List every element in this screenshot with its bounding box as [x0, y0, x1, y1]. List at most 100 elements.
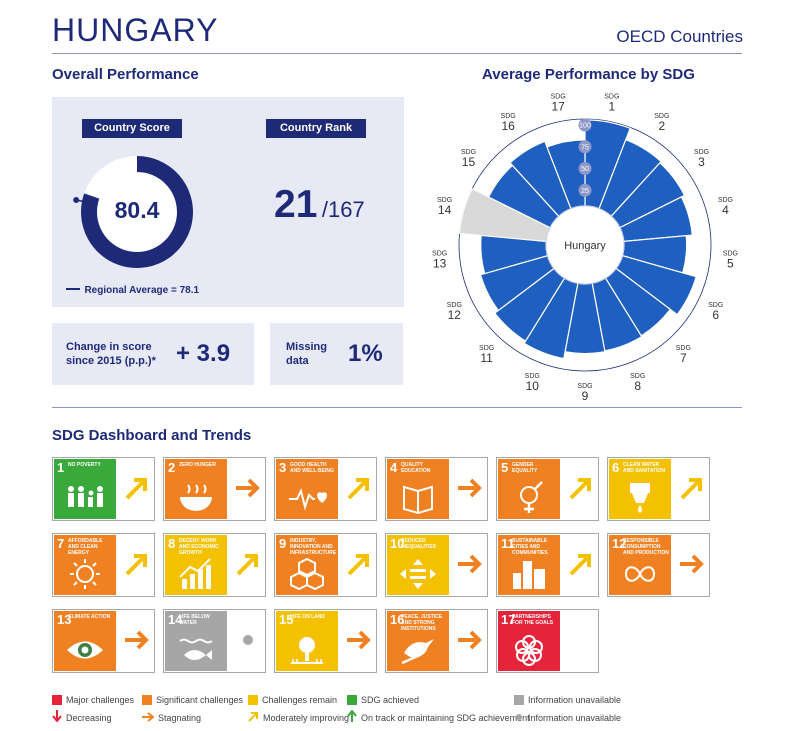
sdg-status-block: 12 Responsible consumption and production	[609, 535, 671, 595]
sdg-status-block: 11 Sustainable cities and communities	[498, 535, 560, 595]
sdg-number: 16	[390, 612, 405, 627]
sdg-tile-1[interactable]: 1 No poverty	[52, 457, 155, 521]
change-label-line1: Change in score	[66, 341, 152, 353]
heartbeat-icon	[289, 488, 327, 511]
sdg-tile-15[interactable]: 15 Life on land	[274, 609, 377, 673]
radial-scale-tick-bg	[578, 162, 592, 175]
sdg-tile-17[interactable]: 17 Partnerships for the goals	[496, 609, 599, 673]
regional-average-text: Regional Average = 78.1	[84, 285, 200, 296]
missing-value: 1%	[348, 340, 383, 367]
arrow-up-icon	[347, 709, 357, 727]
sdg-tile-9[interactable]: 9 Industry, innovation and infrastructure	[274, 533, 377, 597]
sdg-number: 3	[279, 460, 287, 475]
sdg-tile-14[interactable]: 14 Life below water	[163, 609, 266, 673]
dove-icon	[401, 639, 434, 665]
sdg-tile-6[interactable]: 6 Clean water and sanitation	[607, 457, 710, 521]
trend-stagnating-icon	[345, 626, 373, 654]
cubes-icon	[290, 557, 324, 591]
radial-label-number: 5	[727, 256, 734, 270]
radial-label-number: 16	[501, 119, 515, 133]
sdg-number: 12	[612, 536, 627, 551]
radial-label-number: 2	[659, 119, 666, 133]
sdg-tile-2[interactable]: 2 Zero hunger	[163, 457, 266, 521]
sdg-tile-11[interactable]: 11 Sustainable cities and communities	[496, 533, 599, 597]
regional-average: Regional Average = 78.1	[66, 280, 199, 298]
rank-total: /167	[321, 197, 365, 222]
legend-swatch	[142, 694, 152, 705]
radial-label-number: 11	[480, 351, 493, 365]
country-rank: 21 /167	[274, 183, 365, 227]
sdg-tile-10[interactable]: 10 Reduced inequalities	[385, 533, 488, 597]
radial-label-prefix: SDG	[654, 113, 669, 120]
radial-label-prefix: SDG	[630, 373, 645, 380]
score-panel: Country Score Country Rank 80.4 Regional…	[52, 97, 404, 307]
radial-scale-tick: 75	[581, 144, 589, 151]
change-panel: Change in score since 2015 (p.p.)* + 3.9	[52, 323, 254, 385]
fish-icon	[179, 638, 213, 660]
missing-label-line2: data	[286, 355, 309, 367]
sdg-number: 15	[279, 612, 294, 627]
city-icon	[513, 561, 545, 589]
sdg-status-block: 2 Zero hunger	[165, 459, 227, 519]
sdg-number: 14	[168, 612, 183, 627]
sdg-name: Reduced inequalities	[401, 538, 437, 550]
sdg-number: 1	[57, 460, 65, 475]
radial-label-prefix: SDG	[577, 383, 592, 390]
sdg-number: 17	[501, 612, 516, 627]
sdg-status-block: 4 Quality education	[387, 459, 449, 519]
sdg-tile-4[interactable]: 4 Quality education	[385, 457, 488, 521]
radial-label-prefix: SDG	[437, 197, 452, 204]
sdg-name: Good health and well-being	[290, 462, 334, 474]
page-title: HUNGARY	[52, 12, 219, 48]
sdg-name: Gender equality	[512, 462, 538, 474]
sdg-tile-5[interactable]: 5 Gender equality	[496, 457, 599, 521]
radial-label-number: 8	[634, 379, 641, 393]
sdg-number: 13	[57, 612, 72, 627]
sdg-status-block: 14 Life below water	[165, 611, 227, 671]
eye-icon	[67, 641, 103, 659]
missing-label: Missing data	[286, 340, 327, 368]
gender-icon	[520, 481, 543, 513]
radial-scale-tick: 25	[581, 188, 589, 195]
sdg-status-block: 7 Affordable and clean energy	[54, 535, 116, 595]
legend-status-item: Major challenges	[52, 691, 134, 709]
rank-value: 21	[274, 183, 318, 226]
trend-moderately-improving-icon	[567, 474, 595, 502]
sdg-tile-3[interactable]: 3 Good health and well-being	[274, 457, 377, 521]
sdg-tile-7[interactable]: 7 Affordable and clean energy	[52, 533, 155, 597]
radial-label-number: 7	[680, 351, 687, 365]
sdg-tile-16[interactable]: 16 Peace, justice and strong institutions	[385, 609, 488, 673]
radial-label-number: 12	[448, 308, 462, 322]
trend-none-icon	[567, 626, 595, 654]
legend-status-item: Challenges remain	[248, 691, 337, 709]
radial-label-number: 10	[526, 379, 540, 393]
radial-center-label: Hungary	[564, 240, 606, 252]
book-icon	[403, 485, 433, 515]
radial-section-title: Average Performance by SDG	[482, 66, 695, 83]
equality-icon	[400, 559, 436, 589]
score-tag: Country Score	[82, 119, 182, 138]
legend-trend-item: Stagnating	[142, 709, 201, 727]
radial-label-number: 14	[438, 203, 452, 217]
legend-trend-item: Moderately improving	[248, 709, 349, 727]
arrow-down-icon	[52, 709, 62, 727]
legend-trend-item: Information unavailable	[514, 709, 621, 727]
sdg-tile-8[interactable]: 8 Decent work and economic growth	[163, 533, 266, 597]
sdg-tile-12[interactable]: 12 Responsible consumption and production	[607, 533, 710, 597]
trend-stagnating-icon	[234, 474, 262, 502]
sdg-status-block: 10 Reduced inequalities	[387, 535, 449, 595]
sdg-name: Partnerships for the goals	[512, 614, 554, 626]
sdg-tile-13[interactable]: 13 Climate action	[52, 609, 155, 673]
sdg-name: Affordable and clean energy	[68, 538, 103, 556]
legend-label: Significant challenges	[156, 694, 244, 705]
change-label-line2: since 2015 (p.p.)*	[66, 355, 156, 367]
sdg-status-block: 5 Gender equality	[498, 459, 560, 519]
radial-label-prefix: SDG	[723, 250, 738, 257]
header-divider	[52, 53, 742, 54]
legend-label: Stagnating	[158, 713, 202, 723]
legend-label: Challenges remain	[262, 694, 338, 705]
trend-moderately-improving-icon	[345, 550, 373, 578]
sdg-name: Clean water and sanitation	[623, 462, 666, 474]
legend-label: Major challenges	[66, 694, 135, 705]
legend-status-item: Information unavailable	[514, 691, 621, 709]
